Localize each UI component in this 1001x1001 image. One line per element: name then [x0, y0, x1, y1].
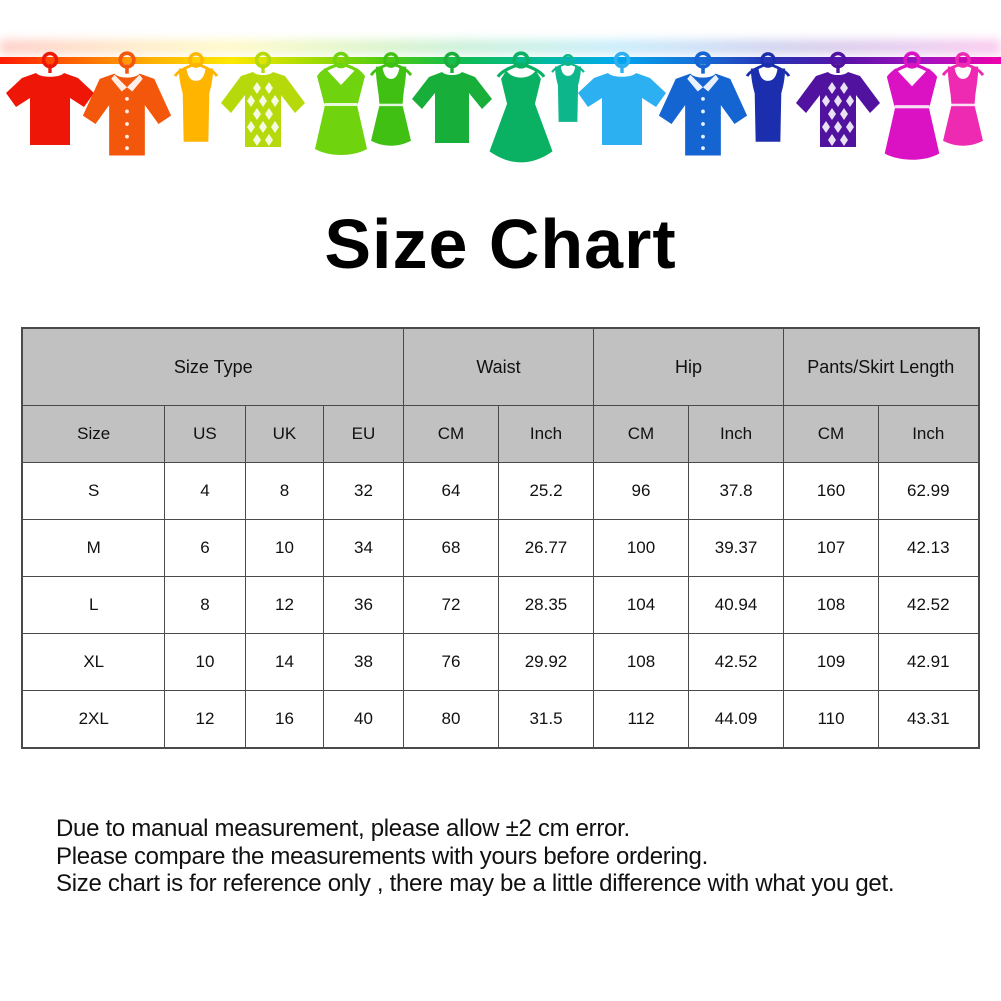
magenta-vneck-dress-icon [882, 51, 942, 162]
table-row: M 6 10 34 68 26.77 100 39.37 107 42.13 [21, 519, 980, 577]
table-cell: 6 [163, 519, 246, 577]
table-cell: 28.35 [498, 576, 594, 634]
col-header-waist-cm: CM [403, 405, 499, 463]
table-cell: 8 [163, 576, 246, 634]
table-cell: 38 [322, 633, 405, 691]
table-row: XL 10 14 38 76 29.92 108 42.52 109 42.91 [21, 633, 980, 691]
table-group-header-row: Size Type Waist Hip Pants/Skirt Length [21, 327, 980, 406]
table-cell: 25.2 [498, 462, 594, 520]
table-cell: 112 [593, 690, 689, 749]
col-header-hip-cm: CM [593, 405, 689, 463]
clothesline-items [4, 51, 985, 165]
table-cell: 68 [403, 519, 499, 577]
table-cell: 37.8 [687, 462, 785, 520]
col-header-eu: EU [322, 405, 405, 463]
table-cell: 12 [244, 576, 324, 634]
green-tank-dress-icon [369, 52, 413, 148]
table-cell: 80 [403, 690, 499, 749]
table-cell: 43.31 [878, 690, 980, 749]
navy-tank-top-icon [745, 52, 791, 144]
yellow-green-argyle-sweater-icon [219, 51, 307, 149]
table-cell: 8 [244, 462, 324, 520]
orange-shirt-icon [81, 51, 173, 158]
col-group-waist: Waist [403, 327, 594, 406]
table-cell: 2XL [21, 690, 165, 749]
col-group-hip: Hip [592, 327, 785, 406]
table-cell: 108 [593, 633, 689, 691]
note-line-1: Due to manual measurement, please allow … [56, 815, 630, 842]
table-cell: 64 [403, 462, 499, 520]
col-header-length-inch: Inch [878, 405, 980, 463]
rod-glow [0, 40, 1001, 54]
col-header-uk: UK [244, 405, 324, 463]
col-group-pants-skirt-length: Pants/Skirt Length [783, 327, 980, 406]
purple-argyle-sweater-icon [794, 51, 882, 149]
table-cell: 10 [244, 519, 324, 577]
table-cell: 107 [783, 519, 880, 577]
size-table-body: S 4 8 32 64 25.2 96 37.8 160 62.99 M 6 10 34 68 26.77 10… [21, 462, 980, 749]
table-cell: 12 [163, 690, 246, 749]
col-header-hip-inch: Inch [687, 405, 785, 463]
teal-small-tank-top-icon [550, 54, 586, 124]
table-cell: XL [21, 633, 165, 691]
table-cell: 26.77 [498, 519, 594, 577]
sky-blue-tshirt-icon [576, 51, 668, 147]
note-line-2: Please compare the measurements with you… [56, 842, 708, 870]
table-row: L 8 12 36 72 28.35 104 40.94 108 42.52 [21, 576, 980, 634]
table-cell: 42.52 [878, 576, 980, 634]
table-cell: S [21, 462, 165, 520]
table-cell: 4 [163, 462, 246, 520]
table-row: S 4 8 32 64 25.2 96 37.8 160 62.99 [21, 462, 980, 520]
emerald-flared-dress-icon [487, 51, 555, 165]
col-header-size: Size [21, 405, 165, 463]
table-cell: 109 [783, 633, 880, 691]
table-cell: 42.91 [878, 633, 980, 691]
col-header-length-cm: CM [783, 405, 880, 463]
col-header-us: US [163, 405, 246, 463]
table-cell: 32 [322, 462, 405, 520]
table-cell: M [21, 519, 165, 577]
table-cell: L [21, 576, 165, 634]
table-cell: 44.09 [687, 690, 785, 749]
clothesline-banner [0, 40, 1001, 165]
table-cell: 108 [783, 576, 880, 634]
table-cell: 42.13 [878, 519, 980, 577]
amber-tank-top-icon [173, 52, 219, 144]
table-cell: 40 [322, 690, 405, 749]
table-cell: 72 [403, 576, 499, 634]
table-cell: 31.5 [498, 690, 594, 749]
table-cell: 34 [322, 519, 405, 577]
blue-shirt-icon [657, 51, 749, 158]
table-cell: 36 [322, 576, 405, 634]
disclaimer-notes: Due to manual measurement, please allow … [56, 815, 1001, 898]
table-cell: 14 [244, 633, 324, 691]
green-vneck-dress-icon [313, 51, 369, 157]
table-cell: 29.92 [498, 633, 594, 691]
table-cell: 110 [783, 690, 880, 749]
table-cell: 104 [593, 576, 689, 634]
clothesline-rod [0, 57, 1001, 64]
col-header-waist-inch: Inch [498, 405, 594, 463]
table-cell: 16 [244, 690, 324, 749]
table-cell: 42.52 [687, 633, 785, 691]
table-cell: 100 [593, 519, 689, 577]
size-chart-table: Size Type Waist Hip Pants/Skirt Length S… [21, 327, 980, 749]
table-cell: 39.37 [687, 519, 785, 577]
table-column-header-row: Size US UK EU CM Inch CM Inch CM Inch [21, 405, 980, 463]
table-row: 2XL 12 16 40 80 31.5 112 44.09 110 43.31 [21, 690, 980, 749]
table-cell: 96 [593, 462, 689, 520]
page-title: Size Chart [324, 205, 677, 283]
table-cell: 10 [163, 633, 246, 691]
pink-tank-dress-icon [941, 52, 985, 148]
table-cell: 160 [783, 462, 880, 520]
note-line-3: Size chart is for reference only , there… [56, 870, 895, 897]
green-longsleeve-top-icon [410, 51, 494, 145]
table-cell: 76 [403, 633, 499, 691]
red-tshirt-icon [4, 51, 96, 147]
col-group-size-type: Size Type [21, 327, 405, 406]
table-cell: 62.99 [878, 462, 980, 520]
table-cell: 40.94 [687, 576, 785, 634]
